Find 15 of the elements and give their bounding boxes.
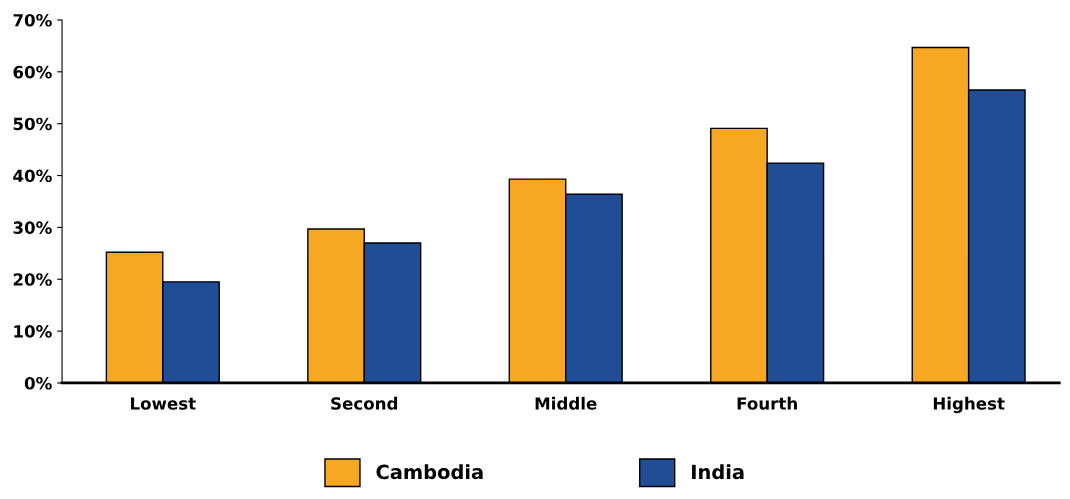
y-tick-label: 70% [13,13,52,27]
y-tick-label: 0% [24,376,52,390]
x-tick-label: Highest [933,396,1005,414]
y-tick-label: 50% [13,117,52,131]
y-tick-label: 60% [13,65,52,79]
y-tick-label: 20% [13,273,52,286]
x-tick-label: Second [331,396,398,410]
x-tick-label: Fourth [737,396,797,410]
x-tick-label: Middle [535,396,597,410]
y-tick-label: 40% [13,169,52,183]
legend-label: India [692,464,744,480]
y-tick-label: 10% [14,325,52,338]
legend-label: Cambodia [376,464,483,480]
x-tick-label: Lowest [130,397,196,410]
y-tick-label: 30% [13,221,52,234]
